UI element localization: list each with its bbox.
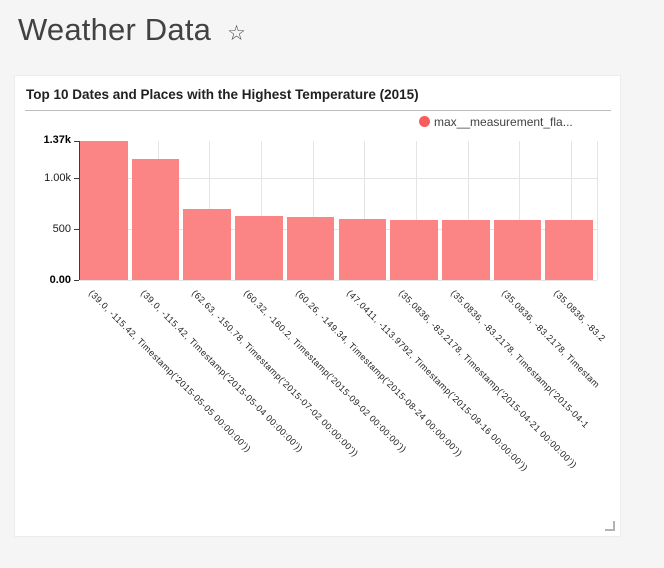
x-tick-label: (47.0411, -113.9792, Timestamp('2015-09-… (345, 288, 531, 474)
bar[interactable] (80, 140, 128, 280)
bar[interactable] (493, 219, 542, 280)
resize-handle-icon[interactable] (605, 521, 615, 531)
grid-line-vertical (260, 140, 262, 280)
y-tick (74, 280, 79, 281)
bar[interactable] (338, 219, 387, 280)
grid-line-vertical (467, 140, 469, 280)
grid-line-vertical (416, 140, 418, 280)
y-axis-line (79, 140, 80, 280)
y-tick (74, 140, 79, 142)
bar-chart-plot: 1.37k 1.00k 500 0.00 (39.0, -115.42, Timesta… (15, 76, 620, 536)
bar[interactable] (183, 208, 232, 280)
page-title: Weather Data (18, 12, 212, 47)
chart-card: Top 10 Dates and Places with the Highest… (14, 75, 621, 537)
y-tick (74, 178, 79, 180)
y-tick-label: 1.00k (44, 171, 71, 184)
y-tick-label: 500 (52, 222, 71, 235)
y-tick-label: 1.37k (43, 134, 71, 146)
star-favorite-icon[interactable]: ☆ (227, 21, 246, 45)
x-tick-label: (35.0836, -83.2178, Timestam (500, 288, 603, 390)
legend-item[interactable]: max__measurement_fla... (419, 114, 573, 129)
y-tick (74, 229, 79, 231)
grid-line-horizontal (80, 280, 597, 281)
page-header: Weather Data ☆ (18, 12, 246, 48)
bar[interactable] (235, 215, 283, 280)
bar[interactable] (131, 158, 180, 280)
x-tick-label: (35.0836, -83.2 (552, 288, 608, 344)
chart-title: Top 10 Dates and Places with the Highest… (26, 87, 419, 102)
y-tick-label: 0.00 (49, 273, 71, 286)
legend-label: max__measurement_fla... (434, 114, 573, 129)
bar[interactable] (441, 219, 490, 280)
grid-line-vertical (312, 140, 314, 280)
bar[interactable] (286, 217, 335, 280)
grid-line-vertical (597, 140, 598, 280)
bar[interactable] (390, 219, 438, 280)
title-divider (25, 110, 611, 111)
grid-line-vertical (519, 140, 521, 280)
grid-line-horizontal (80, 178, 597, 180)
grid-line-vertical (571, 140, 573, 280)
legend-marker-icon (419, 116, 430, 127)
bar[interactable] (545, 220, 593, 280)
x-tick-label: (35.0836, -83.2178, Timestamp('2015-04-2… (396, 288, 580, 471)
grid-line-vertical (364, 140, 366, 280)
